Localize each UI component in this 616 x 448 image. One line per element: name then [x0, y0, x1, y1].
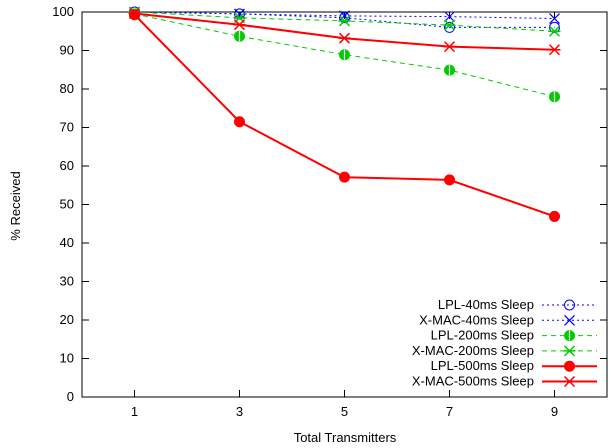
data-point [444, 64, 455, 76]
y-tick-label: 50 [60, 197, 74, 212]
legend-label: LPL-500ms Sleep [431, 358, 534, 373]
y-tick-label: 10 [60, 351, 74, 366]
data-point [564, 299, 575, 311]
data-point [549, 91, 560, 103]
data-point [563, 345, 576, 357]
y-tick-label: 90 [60, 43, 74, 58]
data-point [339, 12, 350, 24]
series-x-mac-500ms-sleep [128, 8, 561, 56]
data-point [234, 116, 245, 128]
legend-entry: LPL-40ms Sleep [438, 297, 597, 312]
legend-entry: X-MAC-500ms Sleep [412, 374, 597, 389]
data-point [339, 10, 350, 22]
legend-label: X-MAC-40ms Sleep [419, 312, 534, 327]
data-point [444, 21, 455, 33]
data-point [564, 314, 575, 326]
y-axis-label: % Received [8, 171, 23, 240]
legend-label: X-MAC-500ms Sleep [412, 374, 534, 389]
x-tick-label: 3 [236, 404, 243, 419]
legend-label: X-MAC-200ms Sleep [412, 343, 534, 358]
data-point [564, 360, 575, 372]
data-point [233, 19, 246, 31]
series-line [133, 13, 555, 218]
legend-entry: LPL-500ms Sleep [431, 358, 597, 373]
data-point [338, 32, 351, 44]
data-point [443, 41, 456, 53]
data-point [443, 19, 456, 31]
legend-entry: X-MAC-200ms Sleep [412, 343, 597, 358]
data-point [339, 171, 350, 183]
y-tick-label: 20 [60, 312, 74, 327]
legend-entry: X-MAC-40ms Sleep [419, 312, 597, 327]
x-tick-label: 9 [551, 404, 558, 419]
y-tick-label: 80 [60, 81, 74, 96]
x-tick-label: 5 [341, 404, 348, 419]
axis-ticks: 0 10 20 30 40 50 60 70 80 90 100 1 3 5 7 9 [52, 4, 607, 419]
y-tick-label: 0 [67, 389, 74, 404]
data-point [444, 174, 455, 186]
data-point [563, 375, 576, 388]
data-point [549, 13, 560, 24]
data-point [234, 30, 245, 42]
series-lpl-500ms-sleep [129, 9, 560, 222]
y-tick-label: 100 [52, 4, 74, 19]
data-point [128, 8, 141, 20]
x-tick-label: 7 [446, 404, 453, 419]
data-point [444, 11, 455, 23]
legend-label: LPL-200ms Sleep [431, 328, 534, 343]
legend-entry: LPL-200ms Sleep [431, 328, 597, 343]
series-x-mac-200ms-sleep [128, 6, 561, 37]
data-point [549, 210, 560, 222]
data-point [564, 330, 575, 342]
y-tick-label: 70 [60, 120, 74, 135]
y-tick-label: 60 [60, 158, 74, 173]
x-tick-label: 1 [131, 404, 138, 419]
y-tick-label: 40 [60, 235, 74, 250]
data-point [548, 25, 561, 37]
data-point [338, 15, 351, 27]
legend-label: LPL-40ms Sleep [438, 297, 534, 312]
y-tick-label: 30 [60, 274, 74, 289]
x-axis-label: Total Transmitters [294, 430, 397, 445]
data-point [549, 21, 560, 33]
data-point [548, 44, 561, 56]
data-point [339, 49, 350, 61]
chart-series [128, 6, 561, 222]
